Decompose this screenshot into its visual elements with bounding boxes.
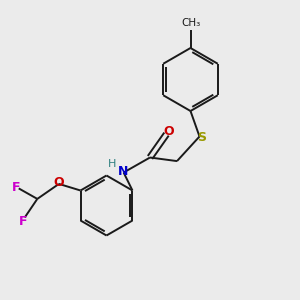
Text: N: N [118, 165, 128, 178]
Text: O: O [164, 125, 174, 139]
Text: F: F [19, 214, 27, 228]
Text: O: O [53, 176, 64, 189]
Text: H: H [108, 159, 116, 169]
Text: S: S [197, 131, 206, 144]
Text: F: F [11, 181, 20, 194]
Text: CH₃: CH₃ [181, 18, 200, 28]
